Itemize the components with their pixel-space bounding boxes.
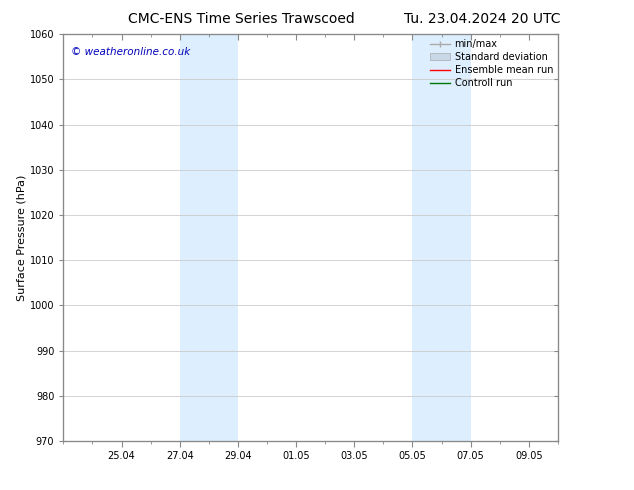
- Bar: [180, 34, 238, 441]
- Bar: [413, 34, 470, 441]
- Y-axis label: Surface Pressure (hPa): Surface Pressure (hPa): [17, 174, 27, 301]
- Text: Tu. 23.04.2024 20 UTC: Tu. 23.04.2024 20 UTC: [404, 12, 560, 26]
- Text: CMC-ENS Time Series Trawscoed: CMC-ENS Time Series Trawscoed: [127, 12, 354, 26]
- Text: © weatheronline.co.uk: © weatheronline.co.uk: [71, 47, 190, 56]
- Legend: min/max, Standard deviation, Ensemble mean run, Controll run: min/max, Standard deviation, Ensemble me…: [430, 39, 553, 88]
